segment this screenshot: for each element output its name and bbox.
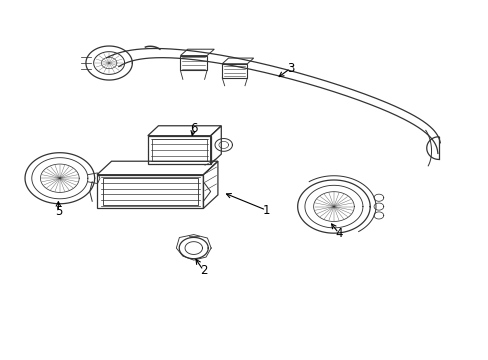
Text: 5: 5 (55, 206, 62, 219)
Text: 4: 4 (334, 227, 342, 240)
Text: 1: 1 (262, 204, 269, 217)
Text: 3: 3 (286, 62, 293, 75)
Text: 2: 2 (199, 264, 207, 277)
Text: 6: 6 (190, 122, 197, 135)
